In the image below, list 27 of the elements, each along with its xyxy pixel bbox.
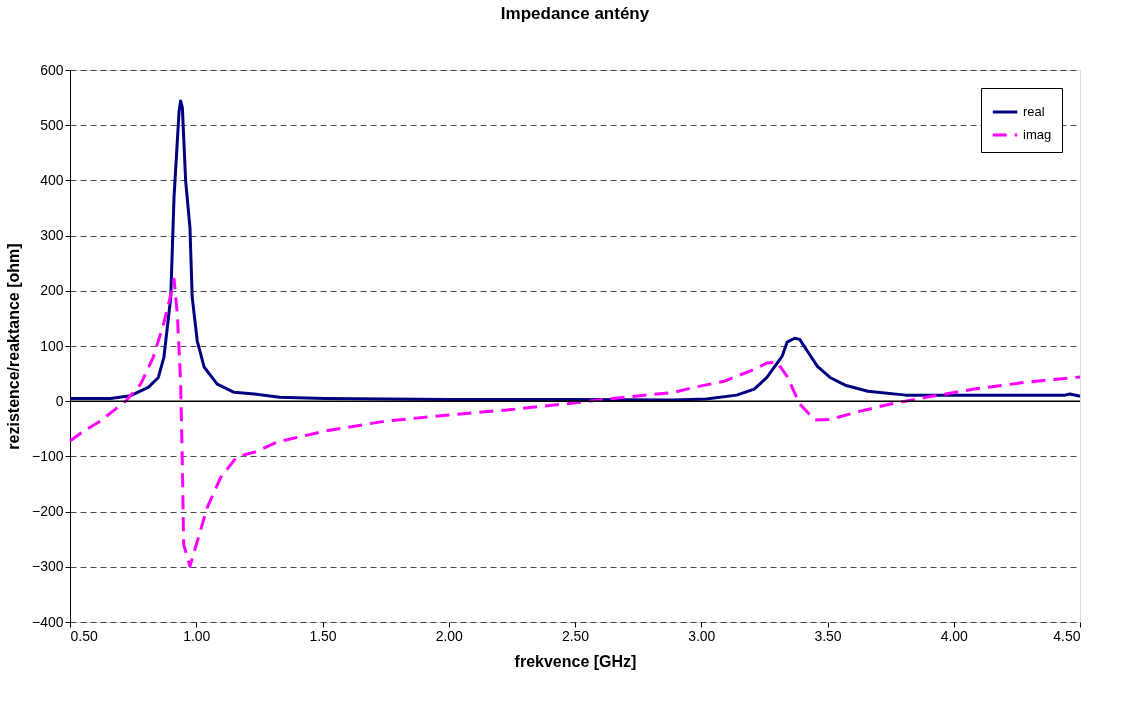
x-axis-title: frekvence [GHz]: [514, 652, 637, 670]
x-tick-label: 1.50: [309, 627, 337, 644]
x-tick-label: 0.50: [70, 627, 98, 644]
x-tick-label: 1.00: [183, 627, 211, 644]
y-tick-label: 300: [40, 227, 64, 244]
chart-title: Impedance antény: [500, 4, 650, 23]
x-tick-label: 3.00: [688, 627, 716, 644]
x-tick-label: 2.50: [561, 627, 590, 644]
y-tick-label: 600: [40, 61, 64, 78]
y-tick-label: −400: [31, 613, 64, 630]
y-tick-label: −100: [31, 447, 64, 464]
x-tick-label: 3.50: [814, 627, 842, 644]
y-tick-label: 200: [40, 282, 64, 299]
y-axis-title: rezistence/reaktance [ohm]: [4, 243, 22, 450]
line-series: [68, 277, 1082, 568]
y-tick-label: 0: [55, 392, 64, 409]
y-tick-label: −300: [31, 558, 64, 575]
x-tick-label: 4.00: [940, 627, 969, 644]
legend-label: real: [1023, 104, 1045, 119]
y-tick-label: 100: [40, 337, 64, 354]
y-tick-label: 500: [40, 116, 64, 133]
x-tick-label: 2.00: [435, 627, 464, 644]
x-tick-label: 4.50: [1053, 627, 1081, 644]
y-tick-label: 400: [40, 171, 64, 188]
legend-label: imag: [1023, 127, 1052, 142]
y-tick-label: −200: [31, 503, 64, 520]
line-series: [68, 99, 1082, 402]
